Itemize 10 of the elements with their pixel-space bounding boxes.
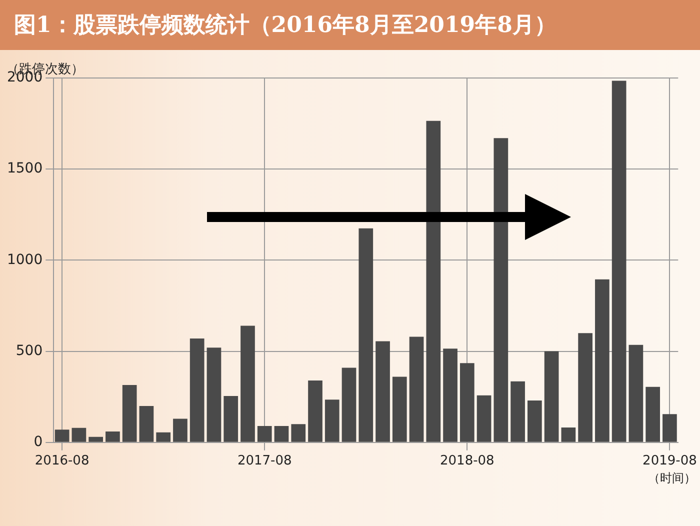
x-tick-label: 2018-08 xyxy=(440,454,494,469)
y-tick-label: 1500 xyxy=(6,160,43,177)
y-tick-label: 500 xyxy=(16,342,43,359)
y-tick-label: 1000 xyxy=(6,252,43,268)
x-tick-label: 2016-08 xyxy=(34,454,90,469)
y-tick-label: 0 xyxy=(34,434,43,450)
x-axis-title: （时间） xyxy=(648,470,696,487)
x-tick-label: 2017-08 xyxy=(237,454,292,469)
x-tick-label: 2019-08 xyxy=(642,454,697,469)
chart-title: 图1：股票跌停频数统计（2016年8月至2019年8月） xyxy=(0,0,700,50)
